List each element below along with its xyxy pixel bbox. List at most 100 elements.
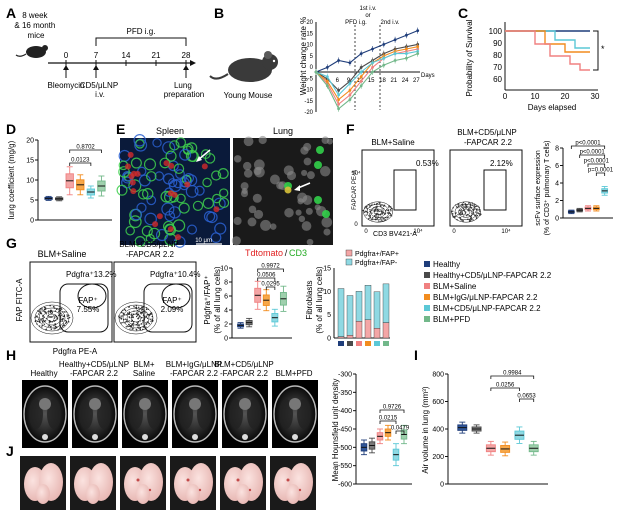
timeline-arrowhead — [190, 60, 196, 66]
g-label-saline: BLM+Saline — [38, 249, 87, 259]
panel-b: Young Mouse Weight change rate % 1st i.v… — [209, 6, 435, 116]
fibroblast-ytick: 15 — [323, 266, 331, 273]
lung-prep-line-2: preparation — [164, 90, 204, 99]
survival-ytick-80: 80 — [493, 51, 502, 60]
panel-letter-h: H — [6, 347, 16, 363]
fibroblast-legend-item: Pdgfra+/FAP- — [355, 260, 398, 267]
air-p1-label: 0.0256 — [496, 383, 515, 389]
f-xaxis-label: CD3 BV421-A — [373, 231, 417, 238]
mouse-icon — [15, 45, 48, 58]
hounsfield-p2-label: 0.0479 — [391, 426, 410, 432]
weight-xtick: 27 — [413, 78, 420, 84]
g-fap-saline: FAP⁺ 7.55% — [77, 296, 100, 314]
f-axis-0-x2: 0 — [452, 229, 456, 235]
survival-ytick-70: 70 — [493, 63, 502, 72]
f-axis-0-x1: 0 — [364, 229, 368, 235]
panel-j — [20, 456, 316, 510]
panel-letter-g: G — [6, 235, 17, 251]
fibroblast-bar-fap-neg — [373, 291, 381, 329]
inj1-label: 1st i.v. — [360, 6, 377, 12]
legend-swatch — [424, 316, 430, 322]
weight-ytick: 20 — [306, 20, 313, 26]
flow-plot-saline — [361, 149, 435, 227]
timeline-tick-21: 21 — [152, 51, 161, 60]
panel-letter-j: J — [6, 443, 14, 459]
flow-plot-g-saline — [29, 261, 113, 343]
flow-plot-g-car — [113, 261, 197, 343]
hounsfield-p1-label: 0.0215 — [379, 416, 398, 422]
air-volume-ytick: 200 — [432, 454, 444, 461]
hounsfield-plot: Mean Hounsfield unit density-300 -350 -400… — [331, 372, 412, 489]
hounsfield-ytick: -300 — [338, 372, 352, 379]
g-label-car: BLM+CD5/μLNP -FAPCAR 2.2 — [119, 240, 181, 259]
hounsfield-ytick: -350 — [338, 390, 352, 397]
pfd-bracket — [95, 37, 187, 46]
survival-car — [505, 30, 590, 49]
weight-series-line — [315, 43, 418, 92]
pdgfra-p1-label: 0.0506 — [257, 273, 276, 279]
panel-f: BLM+Saline BLM+CD5/μLNP -FAPCAR 2.2 0.53… — [351, 128, 614, 238]
lung-prep-line-1: Lung — [174, 81, 192, 90]
weight-series-line — [315, 46, 418, 101]
scfv-ytick: 6 — [555, 163, 559, 170]
weight-ytick: 10 — [306, 43, 313, 49]
legend-item: BLM+PFD — [433, 315, 470, 324]
scale-bar-label: 10 μm — [195, 238, 212, 244]
hounsfield-ytick: -500 — [338, 445, 352, 452]
timeline-tick-14: 14 — [122, 51, 131, 60]
g-xaxis-label: Pdgfra PE-A — [53, 347, 98, 356]
f-axis-104-x1: 10⁴ — [413, 228, 423, 235]
days-label: Days — [421, 73, 435, 79]
scfv-p3 — [595, 172, 606, 176]
survival-sig-bracket — [593, 30, 599, 71]
air-p2 — [519, 398, 535, 402]
pdgfra-p1 — [257, 277, 276, 281]
lung-coef-ylabel: lung coefficient (mg/g) — [7, 140, 16, 219]
survival-ylabel: Probability of Survival — [465, 19, 474, 96]
survival-igg — [505, 30, 590, 53]
spleen-image: 10 μm — [116, 134, 230, 248]
legend-swatch — [424, 261, 430, 267]
pfd-label: PFD i.g. — [127, 27, 156, 36]
or-label: or — [365, 13, 370, 19]
panel-g: BLM+Saline BLM+CD5/μLNP -FAPCAR 2.2 Pdgf… — [15, 240, 552, 356]
weight-series-line — [315, 53, 418, 110]
weight-ytick: -20 — [304, 110, 313, 116]
spleen-title: Spleen — [156, 126, 184, 136]
weight-xtick: 21 — [390, 78, 397, 84]
air-volume-ytick: 400 — [432, 427, 444, 434]
survival-xtick-10: 10 — [531, 92, 540, 101]
survival-ytick-100: 100 — [489, 27, 503, 36]
lung-coef-ytick: 0 — [30, 218, 34, 225]
fibroblast-ytick: 10 — [323, 289, 331, 296]
survival-xtick-30: 30 — [591, 92, 600, 101]
young-mouse-label: Young Mouse — [224, 91, 273, 100]
weight-xtick: 6 — [336, 78, 340, 84]
f-label-car-line-2: -FAPCAR 2.2 — [464, 138, 513, 147]
fibroblast-bar-fap-neg — [337, 288, 345, 337]
weight-series — [314, 27, 420, 112]
fibroblast-ytick: 5 — [327, 312, 331, 319]
legend-swatch — [424, 272, 430, 278]
air-p0-label: 0.9984 — [503, 371, 522, 377]
lung-image — [231, 135, 333, 246]
scfv-ytick: 2 — [555, 198, 559, 205]
group-legend: Healthy Healthy+CD5/μLNP-FAPCAR 2.2 BLM+Sa… — [424, 260, 552, 324]
fibroblast-group-marker — [338, 341, 344, 346]
panel-d: lung coefficient (mg/g) 20 15 10 5 0 0.8702 0.… — [7, 138, 112, 225]
weight-ytick: -15 — [304, 99, 313, 105]
legend-tdtomato: Tdtomato — [245, 248, 283, 258]
pdgfra-p0-label: 0.9972 — [261, 264, 280, 270]
hounsfield-p0 — [379, 409, 405, 413]
f-pct-saline: 0.53% — [416, 159, 439, 168]
scfv-ytick: 8 — [555, 146, 559, 153]
pdgfra-fap-ytick: 2 — [224, 322, 228, 329]
lung-coef-p2 — [69, 162, 92, 166]
scfv-plot: scFv surface expression (% of CD3⁺ pulmon… — [535, 141, 614, 236]
legend-item: Healthy — [433, 260, 460, 269]
air-volume-ytick: 600 — [432, 399, 444, 406]
fibroblast-bar-fap-pos — [355, 321, 363, 339]
